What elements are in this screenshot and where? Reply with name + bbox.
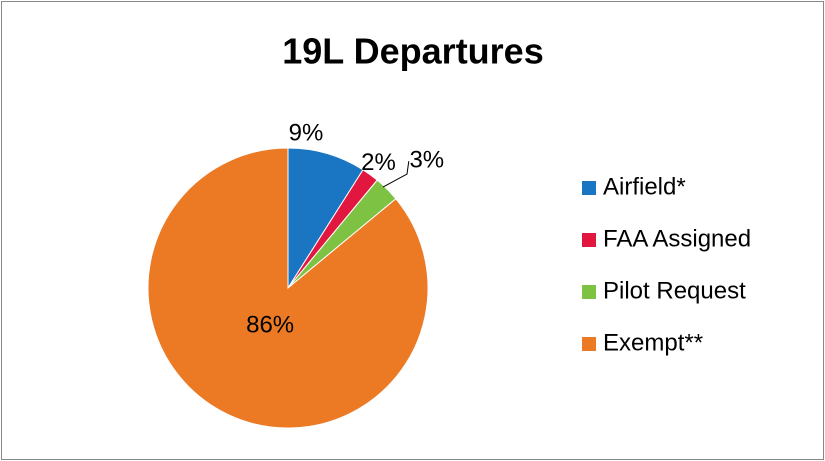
legend-label: Pilot Request [603, 277, 746, 304]
leader-line [382, 161, 410, 188]
chart-title: 19L Departures [282, 31, 543, 72]
legend-label: FAA Assigned [603, 225, 751, 252]
data-label: 3% [409, 147, 444, 174]
pie-slice [287, 147, 364, 290]
legend-swatch [582, 285, 596, 299]
legend-label: Exempt** [603, 329, 703, 356]
data-label: 9% [289, 119, 324, 146]
pie-slice [147, 147, 429, 429]
legend-label: Airfield* [603, 173, 686, 200]
data-label: 86% [246, 311, 294, 338]
legend-swatch [582, 337, 596, 351]
data-label: 2% [361, 149, 396, 176]
legend-swatch [582, 181, 596, 195]
legend-swatch [582, 233, 596, 247]
